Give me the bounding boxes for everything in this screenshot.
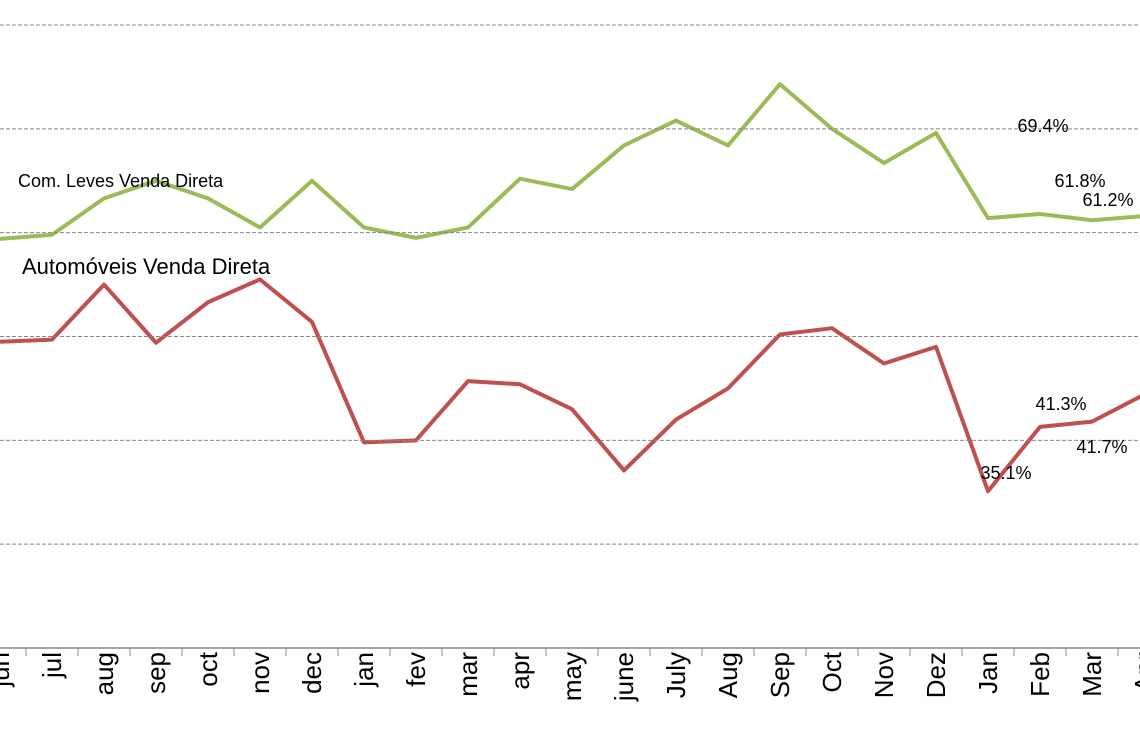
x-tick-label: nov — [245, 652, 275, 694]
annotation: 61.2% — [1082, 190, 1133, 210]
annotation: 61.8% — [1054, 171, 1105, 191]
x-tick-label: July — [661, 652, 691, 698]
x-tick-label: apr — [505, 652, 535, 690]
x-tick-label: Nov — [869, 652, 899, 698]
x-tick-label: dec — [297, 652, 327, 694]
series-label: Automóveis Venda Direta — [22, 254, 271, 279]
annotation: 41.7% — [1076, 437, 1127, 457]
x-tick-label: aug — [89, 652, 119, 695]
series-label: Com. Leves Venda Direta — [18, 171, 224, 191]
x-tick-label: sep — [141, 652, 171, 694]
x-tick-label: Aug — [713, 652, 743, 698]
x-tick-label: oct — [193, 651, 223, 686]
series-line — [0, 277, 1140, 494]
x-tick-label: Dez — [921, 652, 951, 698]
x-tick-label: Jan — [973, 652, 1003, 694]
annotation: 69.4% — [1017, 116, 1068, 136]
x-tick-label: june — [609, 652, 639, 702]
x-tick-label: jul — [37, 652, 67, 679]
x-tick-label: fev — [401, 652, 431, 687]
x-tick-label: Feb — [1025, 652, 1055, 697]
x-tick-label: mar — [453, 652, 483, 697]
x-tick-label: jun — [0, 652, 15, 688]
x-tick-label: may — [557, 652, 587, 701]
annotation: 35.1% — [980, 463, 1031, 483]
x-tick-label: jan — [349, 652, 379, 688]
series-line — [0, 82, 1140, 241]
x-tick-label: Oct — [817, 651, 847, 692]
x-tick-label: Apr — [1129, 652, 1140, 693]
x-tick-label: Sep — [765, 652, 795, 698]
annotation: 41.3% — [1035, 394, 1086, 414]
x-tick-label: Mar — [1077, 652, 1107, 697]
